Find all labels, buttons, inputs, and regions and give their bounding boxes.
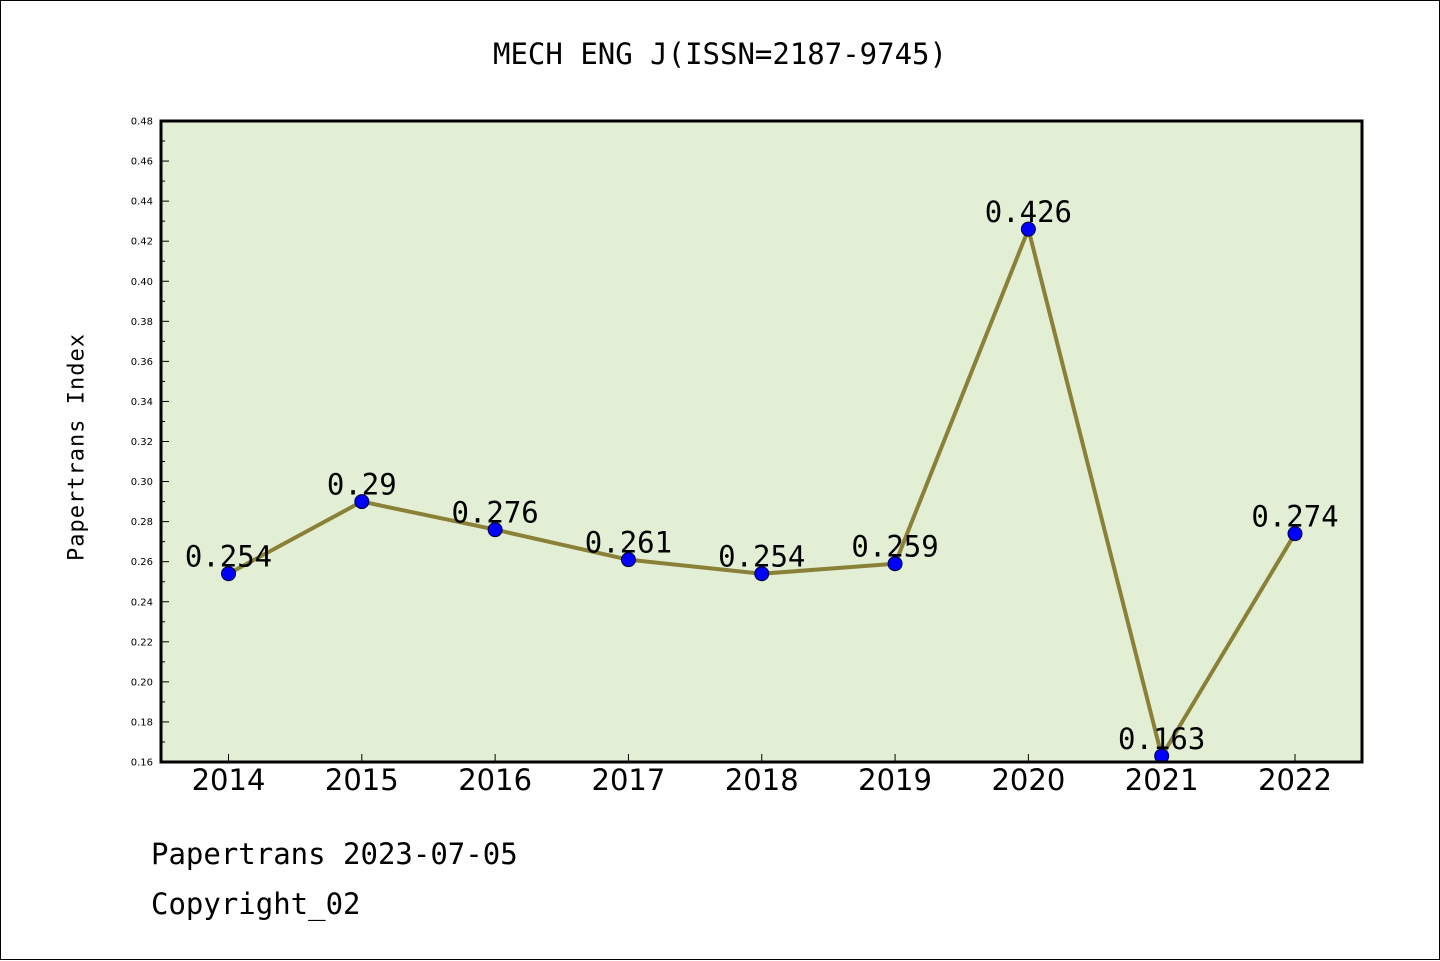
footer-copyright: Copyright_02: [151, 887, 361, 921]
data-point: [221, 566, 236, 582]
data-point: [1020, 221, 1036, 237]
data-point: [487, 522, 503, 538]
y-tick-label: 0.34: [131, 397, 153, 408]
x-tick-label: 2022: [1258, 763, 1332, 797]
data-point: [887, 556, 903, 572]
data-label: 0.426: [985, 195, 1072, 229]
chart-title: MECH ENG J(ISSN=2187-9745): [493, 37, 947, 71]
data-point: [354, 494, 370, 510]
x-tick-label: 2014: [192, 763, 266, 797]
data-label: 0.274: [1251, 500, 1338, 534]
data-point: [620, 552, 636, 568]
data-label: 0.29: [327, 468, 397, 502]
x-axis: 2014 2015 2016 2017 2018 2019 2020 2021 2022: [192, 754, 1332, 797]
plot-frame: [159, 119, 1364, 764]
x-tick-label: 2015: [325, 763, 399, 797]
y-tick-label: 0.40: [131, 277, 153, 288]
x-tick-label: 2020: [991, 763, 1065, 797]
data-point: [1287, 526, 1303, 542]
x-tick-label: 2016: [458, 763, 532, 797]
data-label: 0.259: [851, 530, 938, 564]
y-tick-label: 0.16: [131, 758, 153, 769]
y-tick-label: 0.36: [131, 357, 153, 368]
data-label: 0.254: [185, 540, 272, 574]
data-label: 0.254: [718, 540, 805, 574]
y-tick-label: 0.26: [131, 557, 153, 568]
footer-date: Papertrans 2023-07-05: [151, 837, 518, 871]
y-tick-label: 0.42: [131, 237, 153, 248]
x-tick-label: 2018: [725, 763, 799, 797]
data-label: 0.276: [451, 496, 538, 530]
y-tick-label: 0.32: [131, 437, 153, 448]
y-tick-label: 0.18: [131, 717, 153, 728]
x-tick-label: 2019: [858, 763, 932, 797]
y-tick-label: 0.38: [131, 317, 153, 328]
x-tick-label: 2017: [592, 763, 666, 797]
data-label: 0.261: [585, 526, 672, 560]
y-tick-label: 0.22: [131, 637, 153, 648]
y-tick-label: 0.28: [131, 517, 153, 528]
y-tick-label: 0.48: [131, 117, 153, 128]
x-tick-label: 2021: [1125, 763, 1199, 797]
data-point: [754, 566, 770, 582]
data-markers: [221, 221, 1303, 764]
data-label: 0.163: [1118, 722, 1205, 756]
y-tick-label: 0.24: [131, 597, 153, 608]
y-tick-label: 0.30: [131, 477, 153, 488]
y-tick-label: 0.20: [131, 677, 153, 688]
y-tick-label: 0.46: [131, 157, 153, 168]
data-labels: 0.254 0.29 0.276 0.261 0.254 0.259 0.426 0.163 0…: [185, 195, 1339, 756]
plot-area: [161, 121, 1362, 762]
y-tick-label: 0.44: [131, 197, 153, 208]
